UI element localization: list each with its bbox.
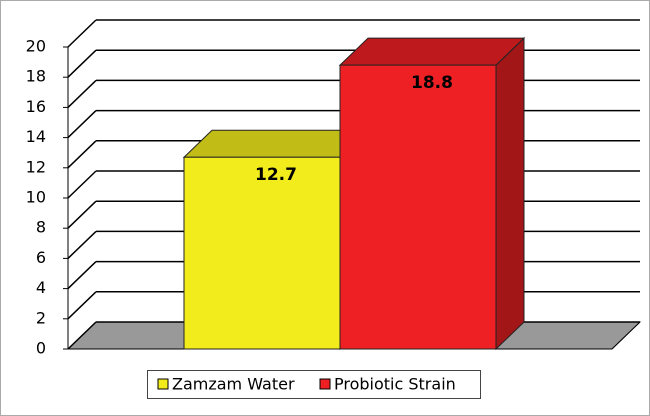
y-tick-label: 2 — [36, 308, 46, 327]
grid-line — [67, 140, 97, 169]
grid-line — [67, 230, 97, 259]
grid-line — [67, 261, 97, 290]
grid-line — [67, 321, 97, 350]
bar-top — [338, 37, 526, 66]
legend-swatch — [319, 378, 331, 390]
value-label: 18.8 — [411, 73, 453, 93]
bar-side — [495, 36, 525, 351]
grid-line — [67, 49, 97, 78]
y-tick-label: 20 — [26, 37, 46, 56]
legend-swatch — [157, 378, 169, 390]
y-tick-label: 6 — [36, 248, 46, 267]
legend-label: Zamzam Water — [172, 375, 295, 394]
y-tick-label: 14 — [26, 127, 46, 146]
legend-label: Probiotic Strain — [334, 375, 456, 394]
x-axis-end — [611, 321, 641, 350]
y-tick-label: 4 — [36, 278, 46, 297]
value-label: 12.7 — [255, 165, 297, 185]
bar — [339, 64, 497, 350]
y-tick-label: 12 — [26, 157, 46, 176]
grid-line — [67, 19, 97, 48]
y-tick-label: 0 — [36, 339, 46, 358]
y-tick-label: 18 — [26, 67, 46, 86]
grid-line — [67, 291, 97, 320]
bar — [183, 156, 341, 350]
y-tick-label: 8 — [36, 218, 46, 237]
y-tick-label: 10 — [26, 188, 46, 207]
grid-line — [67, 79, 97, 108]
y-tick-label: 16 — [26, 97, 46, 116]
grid-line — [67, 110, 97, 139]
legend-box — [147, 370, 481, 399]
grid-line — [67, 170, 97, 199]
grid-line — [67, 200, 97, 229]
